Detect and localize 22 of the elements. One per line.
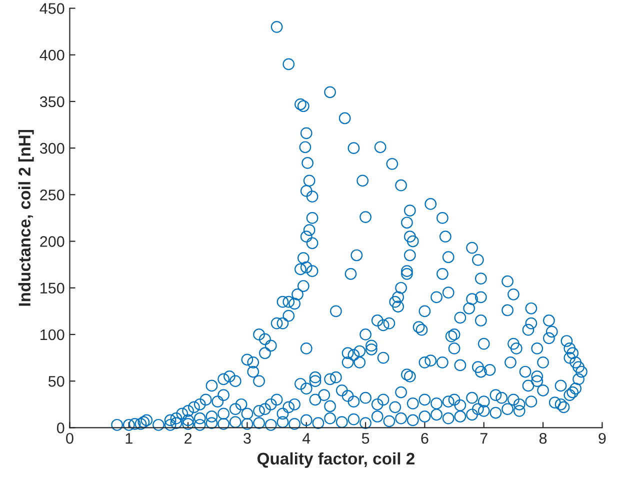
y-tick-label: 450 [40, 3, 64, 14]
y-tick-label: 300 [40, 142, 64, 154]
x-tick-label: 7 [480, 433, 488, 444]
x-tick-label: 0 [66, 432, 74, 444]
x-tick-label: 3 [244, 432, 251, 444]
y-tick-label: 50 [48, 376, 64, 387]
y-tick-label: 250 [40, 190, 64, 200]
x-tick-label: 2 [184, 432, 192, 444]
y-tick-label: 150 [40, 282, 64, 294]
x-tick-label: 4 [302, 433, 310, 444]
x-tick-label: 5 [362, 433, 370, 444]
y-tick-label: 400 [40, 50, 64, 61]
x-axis-title: Quality factor, coil 2 [257, 452, 414, 468]
y-tick-label: 100 [40, 329, 64, 340]
x-tick-label: 8 [539, 432, 547, 444]
y-tick-label: 200 [40, 236, 64, 247]
y-tick-label: 350 [40, 96, 64, 108]
y-tick-label: 0 [56, 422, 64, 434]
y-axis-title: Inductance, coil 2 [nH] [18, 130, 34, 306]
x-tick-label: 6 [421, 432, 428, 444]
x-tick-label: 1 [126, 433, 132, 444]
x-tick-label: 9 [598, 432, 606, 444]
